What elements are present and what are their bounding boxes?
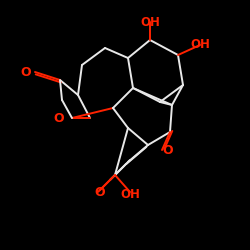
Text: OH: OH: [140, 16, 160, 28]
Text: O: O: [163, 144, 173, 156]
Text: O: O: [95, 186, 105, 198]
Text: OH: OH: [190, 38, 210, 52]
Text: O: O: [54, 112, 64, 124]
Text: O: O: [20, 66, 31, 78]
Text: OH: OH: [120, 188, 140, 200]
